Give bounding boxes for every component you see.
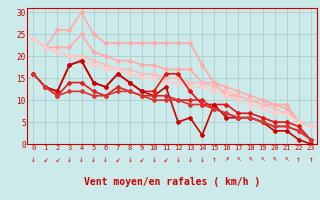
Text: Vent moyen/en rafales ( km/h ): Vent moyen/en rafales ( km/h ) [84,177,260,187]
Text: ↑: ↑ [308,154,313,164]
Text: ↓: ↓ [152,154,156,164]
Text: ↙: ↙ [116,154,120,164]
Text: ↗: ↗ [224,154,228,164]
Text: ↓: ↓ [31,154,36,164]
Text: ↙: ↙ [55,154,60,164]
Text: ↙: ↙ [43,154,48,164]
Text: ↙: ↙ [164,154,168,164]
Text: ↖: ↖ [272,154,277,164]
Text: ↓: ↓ [200,154,204,164]
Text: ↓: ↓ [103,154,108,164]
Text: ↓: ↓ [127,154,132,164]
Text: ↖: ↖ [260,154,265,164]
Text: ↑: ↑ [212,154,217,164]
Text: ↓: ↓ [91,154,96,164]
Text: ↓: ↓ [79,154,84,164]
Text: ↓: ↓ [176,154,180,164]
Text: ↑: ↑ [296,154,301,164]
Text: ↓: ↓ [67,154,72,164]
Text: ↖: ↖ [284,154,289,164]
Text: ↓: ↓ [188,154,192,164]
Text: ↖: ↖ [248,154,253,164]
Text: ↖: ↖ [236,154,241,164]
Text: ↙: ↙ [140,154,144,164]
